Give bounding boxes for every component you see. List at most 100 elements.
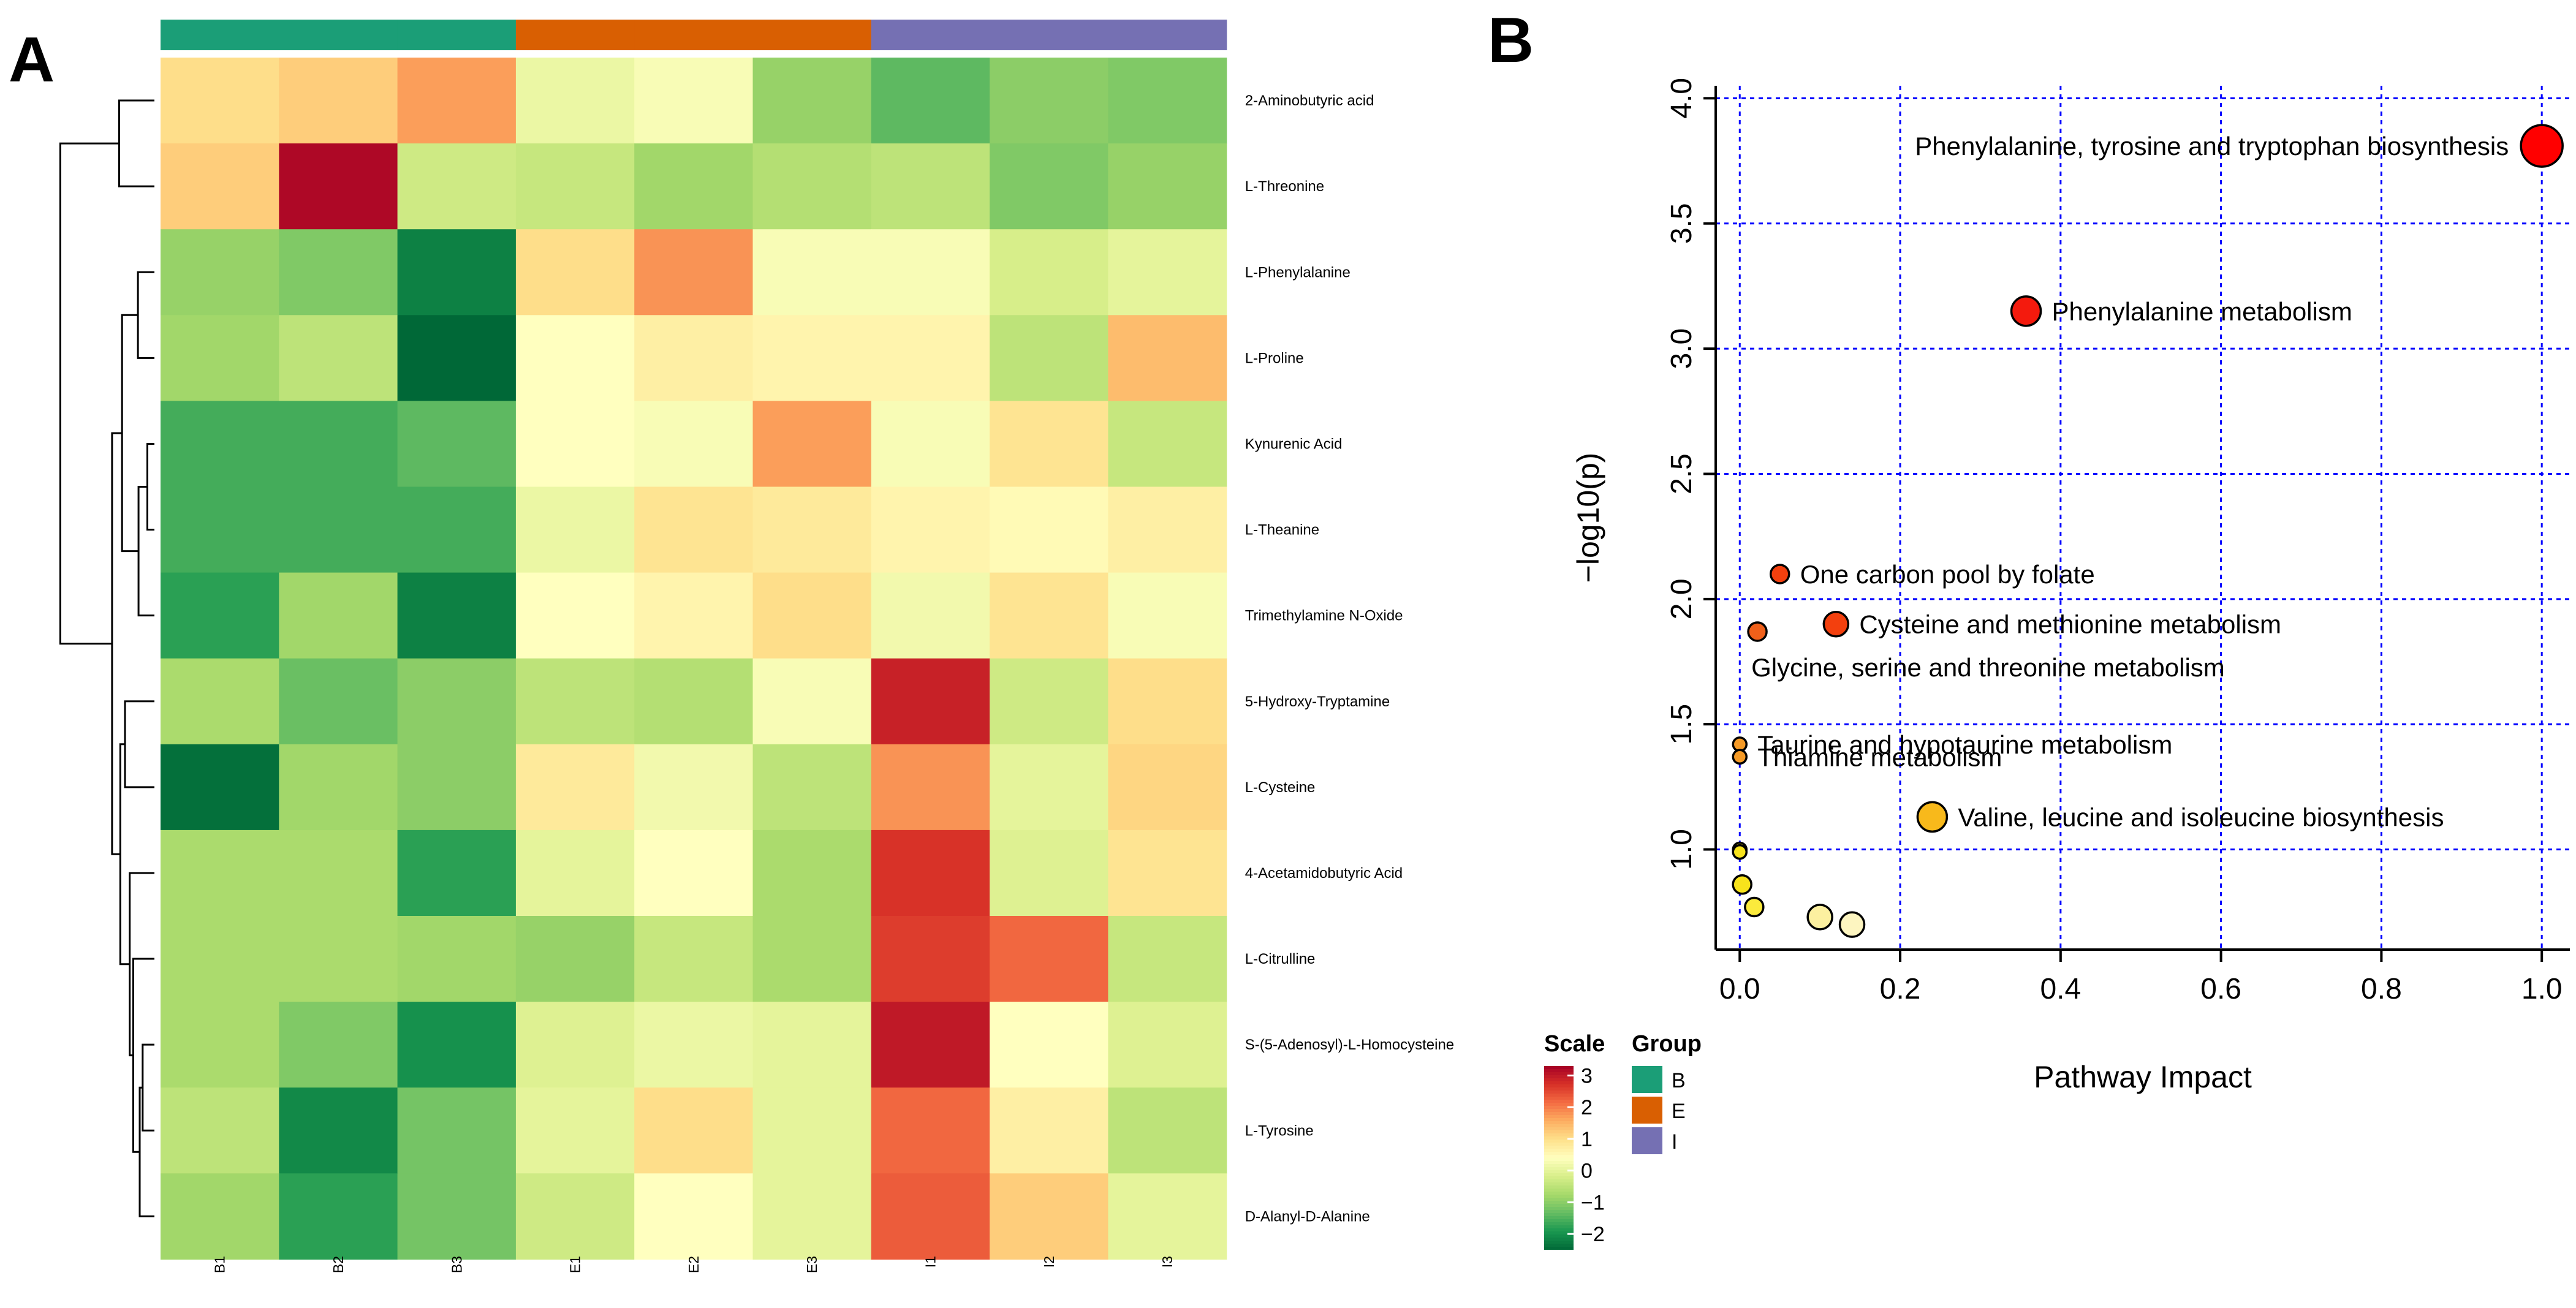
legend-scale-segment bbox=[1544, 1136, 1574, 1140]
heatmap-chart: 2-Aminobutyric acid L-Threonine L-Phenylal… bbox=[59, 20, 1454, 1273]
heatmap-cell bbox=[990, 58, 1108, 144]
heatmap-cell bbox=[161, 1087, 279, 1174]
heatmap-cell bbox=[161, 658, 279, 745]
legend-scale-segment bbox=[1544, 1182, 1574, 1186]
y-tick-label: 3.5 bbox=[1665, 203, 1698, 244]
heatmap-cell bbox=[279, 486, 398, 573]
legend-scale-segment bbox=[1544, 1100, 1574, 1103]
column-label: B3 bbox=[449, 1256, 464, 1273]
legend-scale-segment bbox=[1544, 1161, 1574, 1165]
legend-scale-segment bbox=[1544, 1164, 1574, 1168]
group-annotation-cell bbox=[871, 20, 990, 50]
heatmap-cell bbox=[397, 143, 517, 230]
heatmap-cell bbox=[871, 143, 990, 230]
legend-group-swatch bbox=[1632, 1066, 1662, 1093]
legend-scale-segment bbox=[1544, 1087, 1574, 1091]
y-tick-label: 2.5 bbox=[1665, 453, 1698, 494]
heatmap-cell bbox=[871, 1087, 990, 1174]
heatmap-cell bbox=[279, 229, 398, 316]
heatmap-cell bbox=[634, 58, 754, 144]
heatmap-cell bbox=[515, 744, 635, 831]
group-annotation-cell bbox=[515, 20, 635, 50]
legend-scale-segment bbox=[1544, 1192, 1574, 1195]
heatmap-legend: Scale Group 3 2 1 0 −1 −2 BEI bbox=[1544, 1031, 1702, 1250]
dendrogram-branch bbox=[137, 271, 154, 359]
heatmap-cell bbox=[515, 1002, 635, 1088]
heatmap-cell bbox=[871, 744, 990, 831]
legend-scale-segment bbox=[1544, 1094, 1574, 1097]
row-label: L-Citrulline bbox=[1245, 951, 1316, 967]
heatmap-cell bbox=[752, 143, 872, 230]
legend-scale-segment bbox=[1544, 1179, 1574, 1183]
legend-scale-segment bbox=[1544, 1207, 1574, 1211]
x-tick-label: 0.4 bbox=[2040, 973, 2081, 1005]
heatmap-cell bbox=[279, 744, 398, 831]
heatmap-cell bbox=[161, 315, 279, 401]
heatmap-cell bbox=[397, 572, 517, 659]
legend-scale-segment bbox=[1544, 1103, 1574, 1106]
legend-scale-segment bbox=[1544, 1097, 1574, 1100]
legend-scale-segment bbox=[1544, 1170, 1574, 1174]
legend-scale-segment bbox=[1544, 1167, 1574, 1171]
pathway-point bbox=[1732, 874, 1752, 895]
legend-group-swatch bbox=[1632, 1127, 1662, 1154]
heatmap-cell bbox=[161, 229, 279, 316]
heatmap-cell bbox=[1108, 486, 1227, 573]
heatmap-cell bbox=[397, 401, 517, 488]
heatmap-cell bbox=[515, 229, 635, 316]
dendrogram-branch bbox=[146, 442, 154, 531]
legend-scale-segment bbox=[1544, 1075, 1574, 1079]
pathway-point bbox=[2520, 124, 2564, 168]
heatmap-cell bbox=[161, 744, 279, 831]
heatmap-cell bbox=[752, 401, 872, 488]
legend-scale-segment bbox=[1544, 1091, 1574, 1094]
heatmap-cell bbox=[871, 229, 990, 316]
legend-group-swatch bbox=[1632, 1097, 1662, 1124]
heatmap-cell bbox=[1108, 1173, 1227, 1260]
heatmap-cell bbox=[990, 401, 1108, 488]
pathway-label: Phenylalanine metabolism bbox=[2052, 297, 2352, 326]
row-label: D-Alanyl-D-Alanine bbox=[1245, 1208, 1370, 1225]
heatmap-cell bbox=[397, 486, 517, 573]
legend-scale-segment bbox=[1544, 1115, 1574, 1119]
heatmap-cell bbox=[515, 401, 635, 488]
heatmap-cell bbox=[990, 572, 1108, 659]
x-tick-label: 1.0 bbox=[2521, 973, 2563, 1005]
pathway-point bbox=[1769, 564, 1790, 584]
heatmap-cell bbox=[752, 315, 872, 401]
heatmap-cell bbox=[752, 1002, 872, 1088]
panel-a-letter: A bbox=[9, 25, 55, 96]
legend-scale-segment bbox=[1544, 1210, 1574, 1214]
group-annotation-cell bbox=[1108, 20, 1227, 50]
legend-group-title: Group bbox=[1632, 1031, 1702, 1057]
legend-scale-tick-label: 0 bbox=[1581, 1160, 1593, 1183]
legend-scale-segment bbox=[1544, 1247, 1574, 1250]
heatmap-cell bbox=[871, 658, 990, 745]
heatmap-cell bbox=[752, 658, 872, 745]
heatmap-cell bbox=[1108, 572, 1227, 659]
legend-scale-segment bbox=[1544, 1109, 1574, 1113]
heatmap-cell bbox=[161, 1173, 279, 1260]
legend-scale-segment bbox=[1544, 1124, 1574, 1128]
heatmap-cell bbox=[990, 315, 1108, 401]
column-label: B2 bbox=[330, 1256, 346, 1273]
column-label: B1 bbox=[212, 1256, 228, 1273]
heatmap-cell bbox=[871, 315, 990, 401]
heatmap-cell bbox=[990, 1002, 1108, 1088]
heatmap-cell bbox=[634, 1173, 754, 1260]
dendrogram-branch bbox=[59, 142, 119, 645]
legend-scale-title: Scale bbox=[1544, 1031, 1605, 1057]
heatmap-cell bbox=[161, 830, 279, 917]
heatmap-cell bbox=[161, 58, 279, 144]
row-label: Trimethylamine N-Oxide bbox=[1245, 608, 1403, 624]
heatmap-cell bbox=[161, 143, 279, 230]
legend-scale-segment bbox=[1544, 1204, 1574, 1208]
heatmap-cell bbox=[279, 572, 398, 659]
heatmap-cell bbox=[990, 744, 1108, 831]
legend-scale-segment bbox=[1544, 1176, 1574, 1180]
heatmap-cell bbox=[279, 315, 398, 401]
row-label: L-Proline bbox=[1245, 350, 1304, 366]
heatmap-cell bbox=[634, 486, 754, 573]
pathway-label: Thiamine metabolism bbox=[1757, 743, 2002, 771]
heatmap-cell bbox=[515, 1087, 635, 1174]
